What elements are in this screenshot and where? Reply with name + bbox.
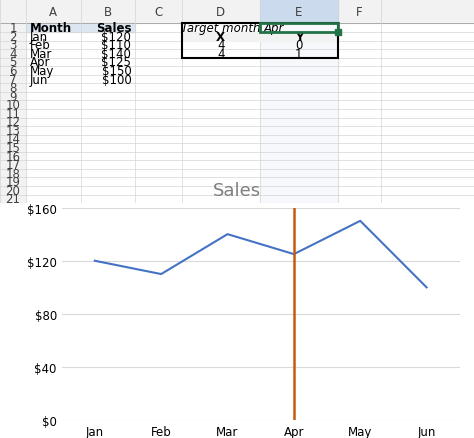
Text: 21: 21 (6, 193, 20, 206)
Text: 4: 4 (9, 48, 17, 61)
Text: 0: 0 (295, 39, 302, 52)
Text: 8: 8 (9, 82, 17, 95)
Bar (182, 25, 338, 59)
Text: 9: 9 (9, 91, 17, 103)
Bar (260, 0, 338, 25)
Bar (182, 33, 338, 42)
Text: 4: 4 (217, 48, 224, 61)
Text: Sales: Sales (213, 181, 261, 199)
Bar (260, 25, 338, 204)
Text: May: May (30, 65, 54, 78)
Text: 5: 5 (9, 57, 17, 69)
Bar (260, 25, 338, 33)
Text: Feb: Feb (30, 39, 51, 52)
Text: 14: 14 (6, 133, 20, 146)
Text: F: F (356, 6, 363, 19)
Text: 1: 1 (9, 22, 17, 35)
Text: Sales: Sales (96, 22, 131, 35)
Text: Jan: Jan (30, 31, 48, 44)
Bar (0, 0, 474, 25)
Text: 6: 6 (9, 65, 17, 78)
Text: 3: 3 (9, 39, 17, 52)
Text: Month: Month (30, 22, 72, 35)
Text: Target month: Target month (181, 22, 260, 35)
Text: $140: $140 (101, 48, 131, 61)
Text: 12: 12 (6, 116, 20, 129)
Text: 19: 19 (6, 176, 20, 189)
Text: $120: $120 (101, 31, 131, 44)
Text: B: B (104, 6, 112, 19)
Text: 16: 16 (6, 150, 20, 163)
Text: Apr: Apr (264, 22, 284, 35)
Text: 7: 7 (9, 74, 17, 86)
Bar (26, 25, 135, 33)
Text: Y: Y (295, 31, 303, 44)
Text: A: A (49, 6, 57, 19)
Text: 15: 15 (6, 142, 20, 155)
Text: $150: $150 (101, 65, 131, 78)
Text: $110: $110 (101, 39, 131, 52)
Text: C: C (154, 6, 163, 19)
Text: 18: 18 (6, 167, 20, 180)
Text: X: X (216, 31, 225, 44)
Text: Jun: Jun (30, 74, 48, 86)
Text: 10: 10 (6, 99, 20, 112)
Text: 13: 13 (6, 125, 20, 138)
Text: E: E (295, 6, 302, 19)
Text: 20: 20 (6, 184, 20, 198)
Text: 1: 1 (295, 48, 302, 61)
Text: 2: 2 (9, 31, 17, 44)
Text: $100: $100 (101, 74, 131, 86)
Text: 17: 17 (6, 159, 20, 172)
Text: 4: 4 (217, 39, 224, 52)
Text: Apr: Apr (30, 57, 50, 69)
Bar (0, 25, 26, 204)
Text: Mar: Mar (30, 48, 52, 61)
Text: $125: $125 (101, 57, 131, 69)
Text: D: D (216, 6, 225, 19)
Text: 11: 11 (6, 108, 20, 120)
